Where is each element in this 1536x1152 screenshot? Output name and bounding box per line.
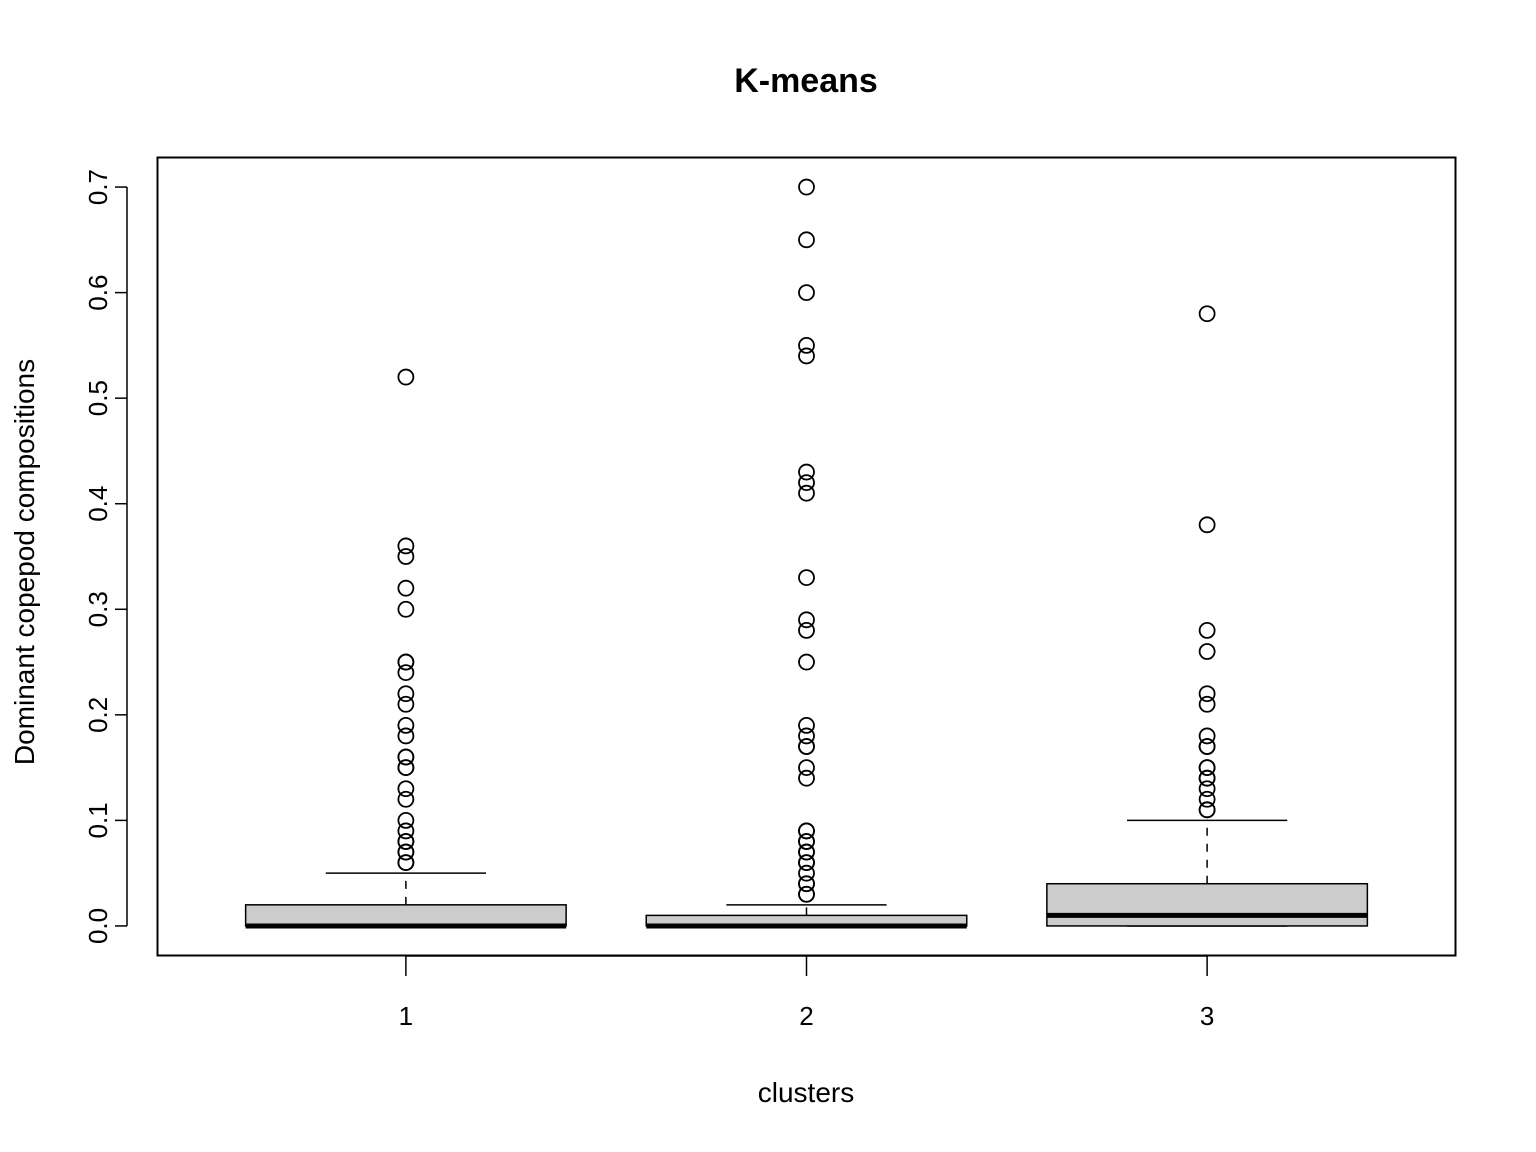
y-tick-label: 0.4 [83,486,113,522]
plot-frame [156,156,1457,957]
outlier-point [1198,621,1216,639]
outlier-point [397,716,415,734]
outlier-point [798,822,815,840]
outlier-point [397,368,415,386]
outlier-point [798,347,815,365]
outlier-point [798,178,815,196]
outlier-point [397,811,415,829]
outlier-point [397,854,415,872]
outlier-point [1198,801,1216,819]
outlier-point [397,685,415,703]
y-tick-label: 0.1 [83,802,113,838]
outlier-point [798,738,815,755]
outlier-point [798,885,815,903]
outlier-point [798,621,815,639]
y-tick-label: 0.2 [83,697,113,733]
outlier-point [397,695,415,713]
box-iqr [244,904,567,927]
outlier-point [798,463,815,481]
outlier-point [397,759,415,777]
chart-title: K-means [734,62,878,100]
outlier-point [798,336,815,354]
outlier-point [1198,643,1216,660]
outlier-point [798,569,815,587]
outlier-point [1198,727,1216,745]
outlier-point [798,854,815,872]
outlier-point [397,653,415,671]
outlier-point [397,822,415,840]
plot-layer: 0.0 0.1 0.2 0.3 0.4 0.5 0.6 0.7 1 2 3 [83,169,1369,1031]
outlier-point [1198,516,1216,534]
outlier-point [397,833,415,850]
outlier-point [798,231,815,249]
x-axis-label: clusters [758,1077,854,1108]
y-tick-label: 0.7 [83,169,113,205]
outlier-point [397,843,415,861]
outlier-point [1198,790,1216,808]
y-tick-label: 0.3 [83,591,113,627]
outlier-point [798,474,815,492]
outlier-point [1198,759,1216,777]
outlier-point [397,537,415,555]
y-tick-label: 0.6 [83,275,113,311]
outlier-point [798,727,815,745]
outlier-point [1198,738,1216,755]
outlier-point [397,664,415,682]
outlier-point [798,759,815,777]
outlier-point [397,548,415,565]
outlier-point [1198,695,1216,713]
outlier-point [798,833,815,850]
outlier-point [798,611,815,629]
outlier-point [397,579,415,597]
outlier-point [397,600,415,618]
outlier-point [1198,780,1216,798]
outlier-point [798,864,815,882]
outlier-point [798,653,815,671]
outlier-point [1198,769,1216,787]
x-tick-label: 2 [799,1001,813,1031]
outlier-point [397,780,415,798]
outlier-point [798,284,815,302]
x-tick-label: 3 [1200,1001,1214,1031]
outlier-point [798,484,815,502]
outlier-point [1198,305,1216,323]
outlier-point [798,769,815,787]
x-tick-label: 1 [399,1001,413,1031]
outlier-point [798,716,815,734]
y-axis-label: Dominant copepod compositions [9,359,40,765]
outlier-point [397,748,415,766]
outlier-point [798,843,815,861]
y-tick-label: 0.5 [83,380,113,416]
outlier-point [397,727,415,745]
box-iqr [1046,882,1369,927]
outlier-point [397,790,415,808]
outlier-point [798,875,815,893]
outlier-point [1198,685,1216,703]
y-tick-label: 0.0 [83,908,113,944]
